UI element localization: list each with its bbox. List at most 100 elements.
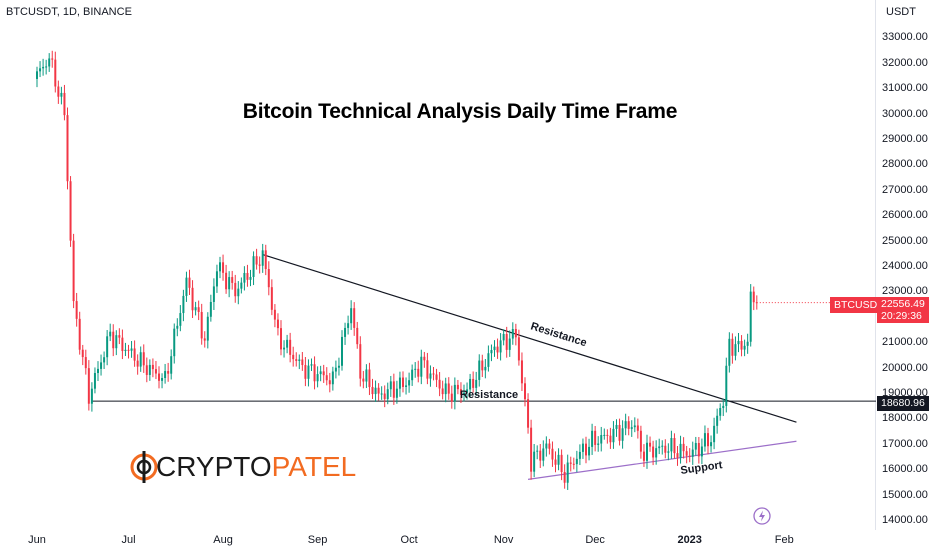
candle-body (121, 337, 124, 352)
candle-body (148, 364, 151, 375)
candle-body (481, 360, 484, 371)
candle-body (350, 308, 353, 324)
candle-body (679, 443, 682, 458)
candle-body (469, 378, 472, 390)
candle-body (334, 367, 337, 372)
candle-body (206, 316, 209, 341)
candle-body (505, 333, 508, 350)
candle-body (60, 92, 63, 97)
candle-body (78, 318, 81, 350)
candle-body (661, 445, 664, 447)
candle-body (502, 333, 505, 341)
candle-body (374, 387, 377, 395)
candle-body (151, 364, 154, 370)
candle-body (575, 458, 578, 465)
last-price-box: 22556.49 20:29:36 (877, 297, 929, 323)
candle-body (411, 369, 414, 381)
candle-body (276, 319, 279, 329)
time-tick-label: Nov (493, 534, 514, 546)
candle-body (264, 250, 267, 270)
time-tick-label: Oct (400, 534, 418, 546)
candle-body (621, 428, 624, 441)
candle-body (703, 433, 706, 447)
candle-body (459, 389, 462, 395)
candle-body (417, 368, 420, 377)
lightning-icon[interactable] (753, 507, 771, 525)
candle-body (200, 311, 203, 339)
candle-body (331, 371, 334, 385)
candle-body (316, 374, 319, 382)
candle-body (87, 368, 90, 404)
candle-body (600, 435, 603, 444)
candle-body (545, 443, 548, 449)
price-tick-label: 23000.00 (882, 285, 928, 298)
candle-body (133, 348, 136, 361)
candle-body (539, 450, 542, 461)
candle-body (697, 442, 700, 457)
candle-body (130, 348, 133, 351)
candle-body (203, 338, 206, 341)
candle-body (173, 328, 176, 357)
candle-body (649, 442, 652, 447)
candle-body (182, 295, 185, 314)
candle-body (548, 443, 551, 449)
candlestick-plot[interactable]: Resistance Resistance Support (0, 0, 876, 530)
candle-body (142, 352, 145, 366)
candle-body (307, 365, 310, 379)
candle-body (420, 356, 423, 377)
candle-body (398, 377, 401, 389)
candle-body (618, 424, 621, 441)
candle-body (395, 388, 398, 398)
price-tick-label: 26000.00 (882, 209, 928, 222)
price-tick-label: 17000.00 (882, 437, 928, 450)
candle-body (322, 371, 325, 376)
candle-body (81, 349, 84, 358)
candle-body (676, 453, 679, 458)
time-tick-label: Jun (28, 534, 46, 546)
candle-body (527, 399, 530, 428)
candle-body (688, 455, 691, 457)
candle-body (511, 329, 514, 339)
candle-body (103, 357, 106, 363)
candle-body (188, 277, 191, 288)
support-trend-line (527, 440, 797, 480)
candle-body (371, 387, 374, 395)
candle-body (734, 344, 737, 356)
candle-body (310, 364, 313, 366)
logo-text-accent: PATEL (271, 451, 357, 482)
price-tick-label: 21000.00 (882, 336, 928, 349)
candle-body (517, 337, 520, 361)
price-tick-label: 14000.00 (882, 514, 928, 526)
candle-body (377, 387, 380, 394)
candle-body (636, 425, 639, 431)
candle-body (298, 359, 301, 361)
candle-body (624, 421, 627, 429)
candle-body (136, 360, 139, 367)
candle-body (280, 328, 282, 350)
candle-body (493, 346, 496, 351)
candle-body (42, 66, 45, 69)
candle-body (710, 442, 713, 447)
candle-body (63, 92, 66, 116)
candle-body (755, 302, 758, 304)
candle-body (722, 405, 725, 409)
candle-body (48, 58, 51, 67)
candle-body (51, 58, 54, 60)
resistance-label: Resistance (529, 320, 588, 349)
chart-title: Bitcoin Technical Analysis Daily Time Fr… (242, 100, 678, 123)
candle-body (716, 415, 719, 426)
candle-body (270, 287, 273, 310)
candle-body (106, 336, 109, 358)
candle-body (240, 282, 243, 289)
candle-body (243, 272, 246, 283)
candle-body (124, 349, 127, 352)
candle-body (179, 313, 182, 326)
candle-body (93, 373, 96, 389)
candle-body (414, 368, 417, 370)
candle-body (581, 443, 584, 452)
candle-body (283, 347, 286, 350)
candle-body (752, 291, 755, 303)
candle-body (667, 451, 670, 453)
price-axis-unit: USDT (886, 6, 916, 18)
